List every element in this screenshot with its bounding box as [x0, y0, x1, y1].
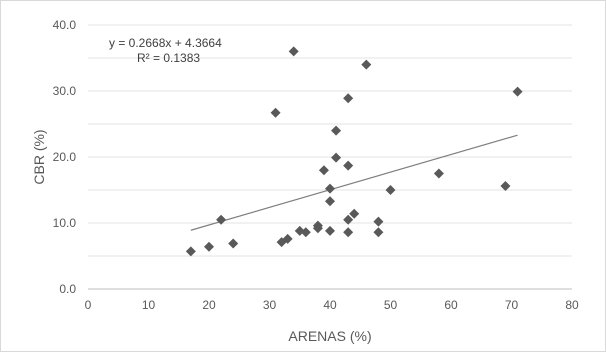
x-axis-title: ARENAS (%): [288, 328, 371, 344]
data-point: [228, 238, 239, 249]
y-tick-label: 40.0: [53, 18, 77, 32]
x-tick-label: 20: [202, 298, 216, 312]
data-point: [325, 183, 335, 194]
x-tick-label: 30: [263, 298, 277, 312]
data-point: [288, 46, 299, 57]
y-axis-title: CBR (%): [31, 129, 47, 184]
x-tick-label: 40: [323, 298, 337, 312]
data-point: [433, 168, 444, 179]
data-point: [204, 241, 214, 252]
data-point: [500, 181, 511, 192]
data-point: [282, 233, 293, 244]
data-point: [512, 86, 523, 97]
trendline-r2: R² = 0.1383: [137, 51, 200, 65]
data-point: [343, 160, 354, 171]
data-point: [312, 220, 323, 231]
data-point: [185, 246, 196, 257]
tick-labels: 0.0 10.0 20.0 30.0 40.0 0 10 20 30 40 50 60 70 80: [53, 18, 579, 312]
data-point: [325, 196, 335, 207]
y-tick-label: 10.0: [53, 216, 77, 230]
y-tick-label: 0.0: [59, 282, 76, 296]
y-tick-label: 20.0: [53, 150, 77, 164]
data-points: [185, 46, 523, 257]
data-point: [331, 152, 342, 163]
trendline-equation: y = 0.2668x + 4.3664: [109, 36, 222, 50]
data-point: [300, 227, 311, 238]
x-tick-label: 80: [565, 298, 579, 312]
data-point: [343, 214, 354, 225]
data-point: [343, 93, 354, 104]
x-tick-label: 70: [505, 298, 519, 312]
trendline: [190, 134, 518, 231]
data-point: [331, 125, 342, 136]
x-tick-label: 10: [142, 298, 156, 312]
data-point: [385, 185, 396, 195]
data-point: [270, 107, 281, 118]
x-tick-label: 60: [444, 298, 458, 312]
data-point: [318, 165, 329, 176]
data-point: [343, 227, 354, 238]
x-tick-label: 0: [85, 298, 92, 312]
data-point: [349, 208, 360, 219]
y-tick-label: 30.0: [53, 84, 77, 98]
trendline-group: [190, 134, 518, 231]
data-point: [373, 227, 384, 238]
data-point: [373, 216, 384, 227]
data-point: [216, 214, 227, 225]
x-tick-label: 50: [384, 298, 398, 312]
grid-lines: [88, 24, 572, 257]
data-point: [325, 225, 335, 236]
data-point: [361, 59, 372, 70]
